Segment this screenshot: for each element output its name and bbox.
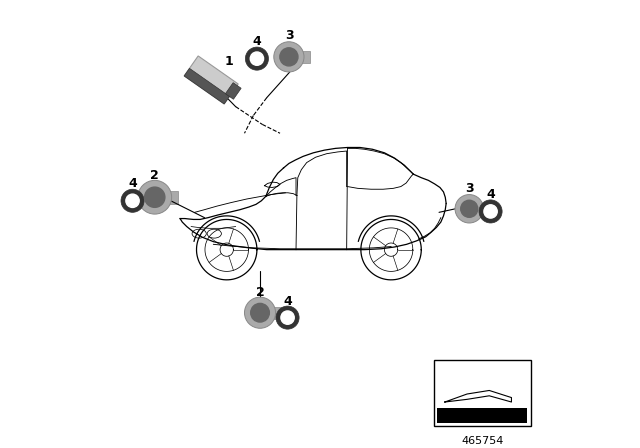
Text: 1: 1 <box>225 55 234 68</box>
Text: 3: 3 <box>465 182 474 195</box>
Circle shape <box>244 297 276 328</box>
Circle shape <box>126 194 140 207</box>
Circle shape <box>250 52 264 65</box>
Circle shape <box>121 189 144 212</box>
Text: 4: 4 <box>283 295 292 308</box>
Text: 2: 2 <box>255 286 264 299</box>
Text: 465754: 465754 <box>461 436 503 446</box>
Circle shape <box>276 306 299 329</box>
Circle shape <box>245 47 268 70</box>
FancyBboxPatch shape <box>164 191 179 203</box>
Circle shape <box>145 187 165 207</box>
Text: 4: 4 <box>253 35 261 48</box>
Polygon shape <box>184 69 230 104</box>
Circle shape <box>461 200 478 217</box>
FancyBboxPatch shape <box>477 203 489 214</box>
Text: 3: 3 <box>285 29 294 42</box>
Circle shape <box>251 303 269 322</box>
FancyBboxPatch shape <box>297 51 310 63</box>
Circle shape <box>479 200 502 223</box>
Circle shape <box>281 311 294 324</box>
FancyBboxPatch shape <box>434 360 531 426</box>
Circle shape <box>274 42 304 72</box>
Circle shape <box>455 194 483 223</box>
FancyBboxPatch shape <box>437 408 527 423</box>
Polygon shape <box>225 83 241 99</box>
Text: 2: 2 <box>150 168 159 181</box>
Circle shape <box>484 205 497 218</box>
FancyBboxPatch shape <box>269 307 282 319</box>
Polygon shape <box>184 56 238 104</box>
Circle shape <box>138 181 172 214</box>
Circle shape <box>280 48 298 66</box>
Text: 4: 4 <box>486 188 495 201</box>
Text: 4: 4 <box>128 177 137 190</box>
